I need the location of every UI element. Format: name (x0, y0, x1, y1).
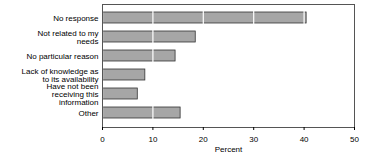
svg-text:40: 40 (300, 135, 309, 144)
svg-text:10: 10 (148, 135, 157, 144)
svg-text:20: 20 (199, 135, 208, 144)
svg-text:Not related to myneeds: Not related to myneeds (38, 29, 99, 46)
svg-text:30: 30 (249, 135, 258, 144)
svg-text:50: 50 (350, 135, 359, 144)
html-text:Lack of knowledge as: Lack of knowledge as (21, 66, 99, 76)
svg-text:0: 0 (100, 135, 105, 144)
svg-text:Have not beenreceiving thisinf: Have not beenreceiving thisinformation (46, 82, 98, 107)
html-text:to its availability: to its availability (42, 74, 99, 84)
svg-text:No response: No response (53, 14, 99, 23)
svg-text:Other: Other (78, 109, 98, 118)
svg-text:Percent: Percent (215, 145, 243, 154)
svg-text:No particular reason: No particular reason (26, 52, 98, 61)
